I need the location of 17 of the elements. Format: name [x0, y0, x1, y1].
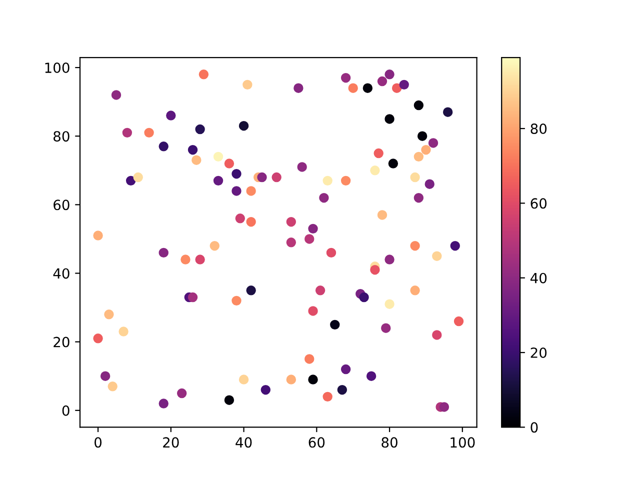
y-tick-label: 80	[54, 131, 70, 142]
x-tick-label: 100	[450, 437, 475, 448]
y-tick-label: 20	[54, 336, 70, 348]
y-tick-label: 0	[62, 405, 70, 416]
x-tick-label: 60	[308, 437, 325, 448]
x-tick-label: 20	[163, 437, 179, 448]
color-bar-label: 20	[530, 348, 547, 358]
y-tick-label: 40	[53, 268, 70, 279]
color-bar-label: 40	[530, 272, 547, 284]
y-tick-label: 60	[54, 200, 70, 210]
color-bar-label: 0	[530, 422, 538, 433]
color-bar-label: 60	[530, 198, 547, 209]
y-tick-label: 100	[45, 62, 70, 74]
x-tick-label: 0	[94, 437, 102, 448]
color-bar-label: 80	[530, 124, 547, 134]
x-tick-label: 80	[382, 437, 398, 448]
x-tick-label: 40	[236, 437, 252, 448]
